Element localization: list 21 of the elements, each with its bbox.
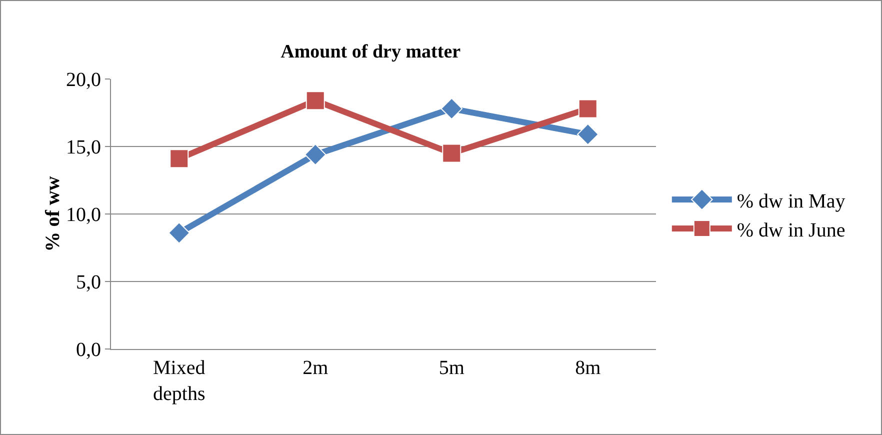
x-tick-label: 8m (575, 357, 602, 379)
point (304, 144, 326, 166)
y-tick-label: 5,0 (76, 272, 101, 294)
point (306, 91, 325, 110)
legend-label: % dw in June (736, 219, 846, 242)
y-tick-label: 0,0 (76, 339, 101, 361)
point (168, 222, 190, 244)
point (578, 99, 598, 118)
y-tick-label: 15,0 (66, 136, 101, 158)
x-tick-label: 5m (438, 357, 465, 379)
point (442, 144, 462, 163)
point (440, 98, 463, 120)
chart-title: Amount of dry matter (280, 42, 462, 63)
point (576, 123, 599, 146)
point (170, 149, 189, 168)
y-axis-title: % of ww (42, 176, 64, 252)
y-tick-label: 20,0 (66, 69, 101, 91)
y-tick-label: 10,0 (66, 204, 101, 226)
x-tick-label: Mixed depths (153, 357, 206, 405)
legend-label: % dw in May (736, 190, 846, 212)
x-tick-label: 2m (302, 357, 329, 379)
